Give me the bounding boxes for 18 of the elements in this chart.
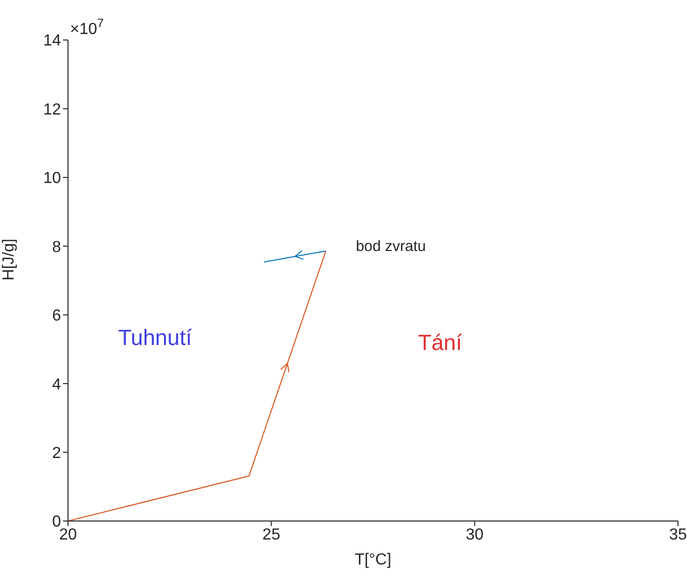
text: ×10$^{7}$ [70, 16, 104, 38]
x-tick-label: 25 [262, 526, 280, 544]
y-axis-title: H[J/g] [0, 238, 18, 280]
x-tick-label: 30 [466, 526, 484, 544]
y-tick-label: 6 [52, 308, 62, 325]
annotation: Tání [418, 330, 462, 355]
y-tick-label: 4 [52, 376, 62, 394]
y-tick-label: 0 [52, 514, 62, 531]
y-tick-label: 8 [52, 238, 62, 256]
y-tick-label: 12 [43, 101, 62, 118]
annotation: bod zvratu [356, 238, 426, 255]
y-tick-label: 14 [43, 32, 62, 50]
annotation: Tuhnutí [118, 325, 192, 350]
x-tick-label: 35 [669, 526, 687, 544]
y-tick-label: 2 [52, 444, 62, 462]
y-tick-label: 10 [43, 170, 62, 188]
x-tick-label: 20 [59, 526, 77, 544]
x-axis-title: T[°C] [354, 551, 392, 568]
